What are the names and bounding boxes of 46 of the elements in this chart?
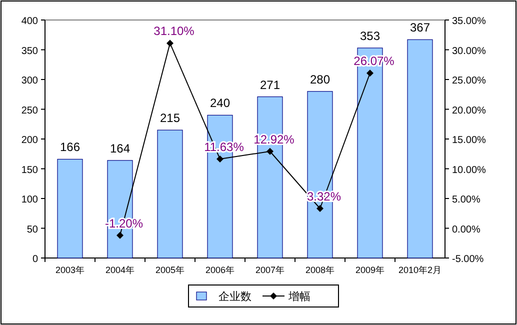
point <box>366 70 374 77</box>
point <box>266 148 274 155</box>
point <box>316 204 324 212</box>
data-label: 166 <box>60 140 80 154</box>
data-label: 240 <box>210 96 230 110</box>
x-tick-label: 2007年 <box>255 265 285 275</box>
x-tick-label: 2009年 <box>355 265 385 275</box>
x-tick-label: 2008年 <box>305 265 335 275</box>
legend-label: 增幅 <box>288 291 310 303</box>
legend-label: 企业数 <box>218 290 252 303</box>
data-label: 367 <box>410 20 430 35</box>
y-tick-label: 300 <box>21 76 38 86</box>
y2-tick-label: 0.00% <box>452 224 480 236</box>
y2-tick-label: 5.00% <box>452 194 480 206</box>
y-tick-label: 50 <box>26 224 38 236</box>
x-tick-label: 2006年 <box>205 265 235 275</box>
data-label: 280 <box>310 72 330 86</box>
y-tick-label: 0 <box>32 254 38 265</box>
y-tick-label: 100 <box>21 194 38 206</box>
y-tick-label: 200 <box>21 135 38 146</box>
x-tick-label: 2010年2月 <box>398 265 442 275</box>
point <box>116 232 124 239</box>
data-label: 31.10% <box>154 24 195 38</box>
y2-tick-label: 15.00% <box>452 135 486 146</box>
y2-tick-label: 20.00% <box>452 105 486 116</box>
point <box>216 156 224 163</box>
y-tick-label: 150 <box>21 164 38 176</box>
x-tick-label: 2004年 <box>105 265 135 275</box>
y2-tick-label: 35.00% <box>452 16 486 27</box>
y-tick-label: 350 <box>21 46 38 57</box>
y2-tick-label: 10.00% <box>452 164 486 176</box>
point <box>166 40 174 47</box>
y2-tick-label: 25.00% <box>452 76 486 86</box>
data-label: 215 <box>160 111 180 126</box>
x-tick-label: 2005年 <box>155 265 185 275</box>
data-label: 271 <box>260 78 280 92</box>
y-tick-label: 400 <box>21 16 38 27</box>
bar <box>57 158 83 258</box>
y2-tick-label: 30.00% <box>452 46 486 57</box>
y-tick-label: 250 <box>21 105 38 116</box>
y2-tick-label: -5.00% <box>452 254 484 265</box>
bar <box>157 130 183 258</box>
x-tick-label: 2003年 <box>55 265 85 275</box>
bar <box>407 39 433 258</box>
data-label: 164 <box>110 141 130 156</box>
data-label: 353 <box>360 28 380 43</box>
